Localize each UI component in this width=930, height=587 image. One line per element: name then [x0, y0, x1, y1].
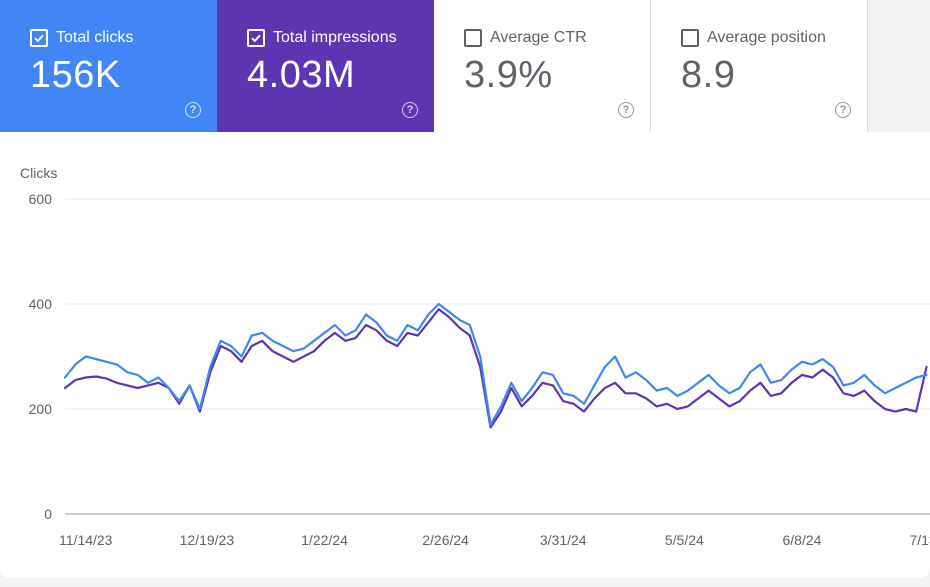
- metric-cards: Total clicks 156K ? Total impressions 4.…: [0, 0, 930, 132]
- y-tick-label: 600: [29, 191, 53, 207]
- y-tick-label: 200: [29, 401, 53, 417]
- checkbox-unchecked-icon[interactable]: [681, 29, 699, 47]
- impressions-series-line: [63, 308, 928, 429]
- help-icon[interactable]: ?: [835, 102, 851, 118]
- clicks-series-line: [63, 302, 928, 426]
- card-value: 8.9: [681, 54, 736, 96]
- checkbox-checked-icon[interactable]: [30, 29, 48, 47]
- help-icon[interactable]: ?: [402, 102, 418, 118]
- average-position-card[interactable]: Average position 8.9 ?: [651, 0, 868, 132]
- card-label: Average position: [707, 29, 826, 46]
- card-value: 4.03M: [247, 54, 356, 96]
- x-tick-label: 2/26/24: [422, 532, 469, 548]
- x-tick-label: 6/8/24: [783, 532, 822, 548]
- x-tick-label: 3/31/24: [540, 532, 587, 548]
- total-clicks-card[interactable]: Total clicks 156K ?: [0, 0, 217, 132]
- checkbox-unchecked-icon[interactable]: [464, 29, 482, 47]
- help-icon[interactable]: ?: [185, 102, 201, 118]
- card-value: 156K: [30, 54, 121, 96]
- x-tick-label: 5/5/24: [665, 532, 704, 548]
- y-tick-label: 400: [29, 296, 53, 312]
- checkbox-checked-icon[interactable]: [247, 29, 265, 47]
- line-chart: Clicks 0 200 400 600 11/14/23 12/19/23 1/22/24 2…: [20, 165, 930, 548]
- card-label: Average CTR: [490, 29, 587, 46]
- y-axis-label: Clicks: [20, 165, 57, 181]
- card-label: Total clicks: [56, 29, 134, 46]
- help-icon[interactable]: ?: [618, 102, 634, 118]
- total-impressions-card[interactable]: Total impressions 4.03M ?: [217, 0, 434, 132]
- card-label: Total impressions: [273, 29, 397, 46]
- average-ctr-card[interactable]: Average CTR 3.9% ?: [434, 0, 651, 132]
- x-tick-label: 12/19/23: [180, 532, 235, 548]
- x-tick-label: 11/14/23: [59, 532, 113, 548]
- x-tick-label: 7/13: [909, 532, 930, 548]
- chart-panel: Clicks 0 200 400 600 11/14/23 12/19/23 1/22/24 2…: [0, 132, 930, 578]
- x-tick-label: 1/22/24: [301, 532, 348, 548]
- y-tick-label: 0: [44, 506, 52, 522]
- card-value: 3.9%: [464, 54, 553, 96]
